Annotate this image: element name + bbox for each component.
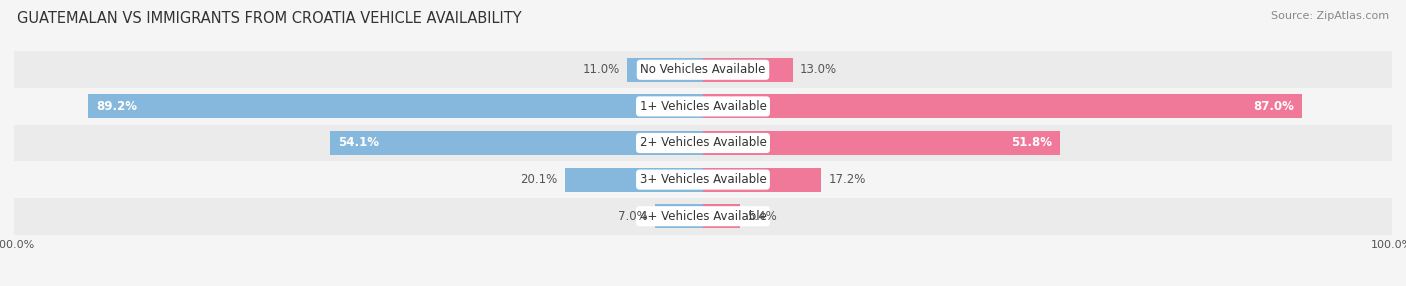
- Text: GUATEMALAN VS IMMIGRANTS FROM CROATIA VEHICLE AVAILABILITY: GUATEMALAN VS IMMIGRANTS FROM CROATIA VE…: [17, 11, 522, 26]
- Text: 11.0%: 11.0%: [583, 63, 620, 76]
- Text: 4+ Vehicles Available: 4+ Vehicles Available: [640, 210, 766, 223]
- Bar: [703, 94, 1302, 118]
- Text: 54.1%: 54.1%: [339, 136, 380, 150]
- Bar: [14, 88, 1392, 125]
- Text: 51.8%: 51.8%: [1011, 136, 1052, 150]
- Bar: [655, 204, 703, 228]
- Bar: [14, 161, 1392, 198]
- Text: 1+ Vehicles Available: 1+ Vehicles Available: [640, 100, 766, 113]
- Text: 7.0%: 7.0%: [619, 210, 648, 223]
- Bar: [703, 204, 740, 228]
- Text: 5.4%: 5.4%: [747, 210, 778, 223]
- Text: 13.0%: 13.0%: [800, 63, 837, 76]
- Bar: [14, 51, 1392, 88]
- Text: 20.1%: 20.1%: [520, 173, 558, 186]
- Bar: [703, 168, 821, 192]
- Bar: [703, 58, 793, 82]
- Bar: [89, 94, 703, 118]
- Text: 2+ Vehicles Available: 2+ Vehicles Available: [640, 136, 766, 150]
- Bar: [14, 198, 1392, 235]
- Bar: [14, 125, 1392, 161]
- Bar: [565, 168, 703, 192]
- Text: 3+ Vehicles Available: 3+ Vehicles Available: [640, 173, 766, 186]
- Text: 17.2%: 17.2%: [828, 173, 866, 186]
- Bar: [703, 131, 1060, 155]
- Text: Source: ZipAtlas.com: Source: ZipAtlas.com: [1271, 11, 1389, 21]
- Text: 89.2%: 89.2%: [97, 100, 138, 113]
- Text: 87.0%: 87.0%: [1253, 100, 1294, 113]
- Bar: [330, 131, 703, 155]
- Text: No Vehicles Available: No Vehicles Available: [640, 63, 766, 76]
- Bar: [627, 58, 703, 82]
